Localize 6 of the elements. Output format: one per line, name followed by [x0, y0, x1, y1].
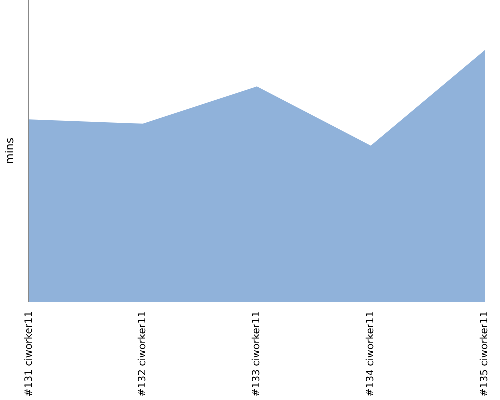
x-tick-label: #133 ciworker11 — [252, 311, 263, 398]
y-axis-title: mins — [3, 138, 16, 164]
x-tick-label: #134 ciworker11 — [366, 311, 377, 398]
x-tick-label: #132 ciworker11 — [138, 311, 149, 398]
x-tick-label: #135 ciworker11 — [480, 311, 491, 398]
x-tick-label: #131 ciworker11 — [24, 311, 35, 398]
